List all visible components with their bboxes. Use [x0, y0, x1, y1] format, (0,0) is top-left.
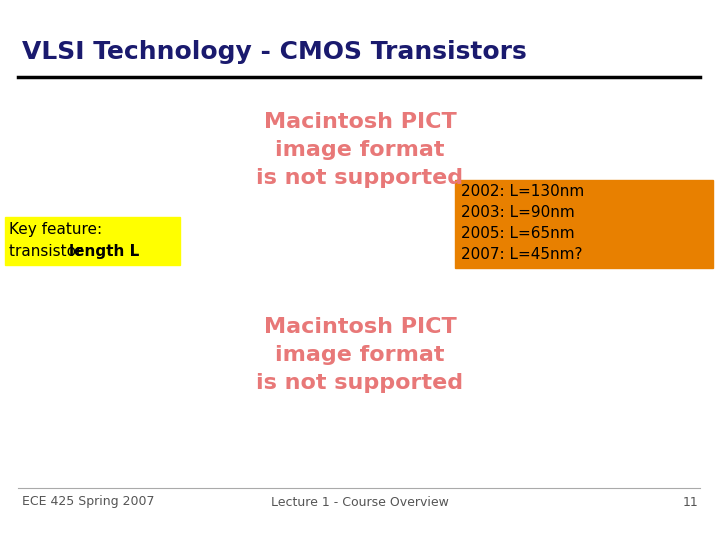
Text: Key feature:: Key feature: [9, 222, 102, 237]
Text: VLSI Technology - CMOS Transistors: VLSI Technology - CMOS Transistors [22, 40, 527, 64]
Text: ECE 425 Spring 2007: ECE 425 Spring 2007 [22, 496, 155, 509]
Text: Lecture 1 - Course Overview: Lecture 1 - Course Overview [271, 496, 449, 509]
Text: 11: 11 [683, 496, 698, 509]
Text: 2002: L=130nm
2003: L=90nm
2005: L=65nm
2007: L=45nm?: 2002: L=130nm 2003: L=90nm 2005: L=65nm … [461, 184, 584, 262]
Text: Macintosh PICT
image format
is not supported: Macintosh PICT image format is not suppo… [256, 112, 464, 188]
Text: transistor: transistor [9, 244, 87, 259]
Text: length L: length L [69, 244, 139, 259]
FancyBboxPatch shape [5, 217, 180, 265]
FancyBboxPatch shape [455, 180, 713, 268]
Text: Macintosh PICT
image format
is not supported: Macintosh PICT image format is not suppo… [256, 317, 464, 393]
